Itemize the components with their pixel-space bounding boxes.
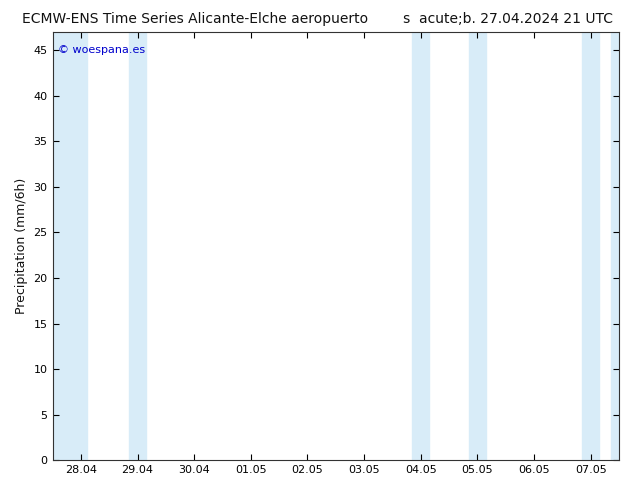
Y-axis label: Precipitation (mm/6h): Precipitation (mm/6h) — [15, 178, 28, 314]
Text: © woespana.es: © woespana.es — [58, 45, 145, 55]
Bar — [611, 32, 619, 460]
Bar — [53, 32, 86, 460]
Text: ECMW-ENS Time Series Alicante-Elche aeropuerto        s  acute;b. 27.04.2024 21 : ECMW-ENS Time Series Alicante-Elche aero… — [22, 12, 612, 26]
Bar — [469, 32, 486, 460]
Bar — [582, 32, 599, 460]
Bar — [129, 32, 146, 460]
Bar — [412, 32, 429, 460]
